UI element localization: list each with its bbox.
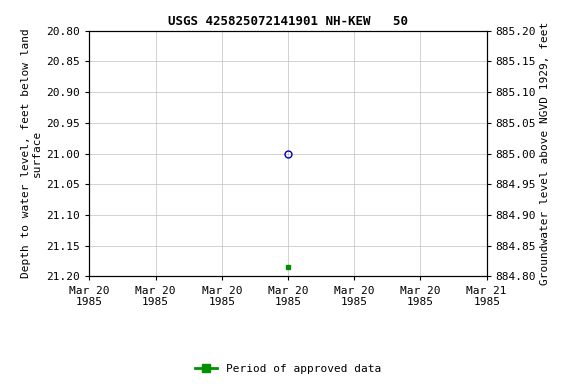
Legend: Period of approved data: Period of approved data <box>191 359 385 379</box>
Y-axis label: Groundwater level above NGVD 1929, feet: Groundwater level above NGVD 1929, feet <box>540 22 551 285</box>
Title: USGS 425825072141901 NH-KEW   50: USGS 425825072141901 NH-KEW 50 <box>168 15 408 28</box>
Y-axis label: Depth to water level, feet below land
surface: Depth to water level, feet below land su… <box>21 29 42 278</box>
